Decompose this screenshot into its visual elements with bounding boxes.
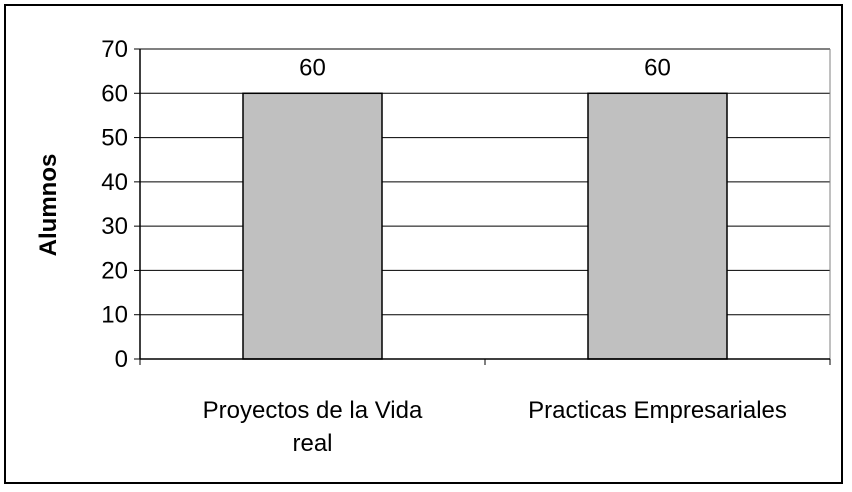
y-tick-label: 60 — [101, 80, 128, 107]
labels: 0 10 20 30 40 50 60 70 60 Proyectos de la Vida rea… — [101, 36, 787, 457]
x-category-label: real — [292, 430, 332, 457]
y-axis-title: Alumnos — [35, 154, 62, 257]
y-tick-label: 50 — [101, 125, 128, 152]
x-category-label: Proyectos de la Vida — [203, 397, 423, 424]
y-tick-label: 10 — [101, 302, 128, 329]
y-tick-label: 20 — [101, 257, 128, 284]
bars — [242, 92, 728, 360]
y-tick-label: 30 — [101, 213, 128, 240]
y-tick-label: 0 — [115, 346, 128, 373]
bar — [587, 92, 728, 360]
bar — [242, 92, 383, 360]
y-tick-label: 70 — [101, 36, 128, 63]
axes — [134, 48, 831, 365]
y-tick-label: 40 — [101, 169, 128, 196]
data-label: 60 — [299, 54, 326, 81]
x-category-label: Practicas Empresariales — [528, 397, 787, 424]
data-label: 60 — [644, 54, 671, 81]
